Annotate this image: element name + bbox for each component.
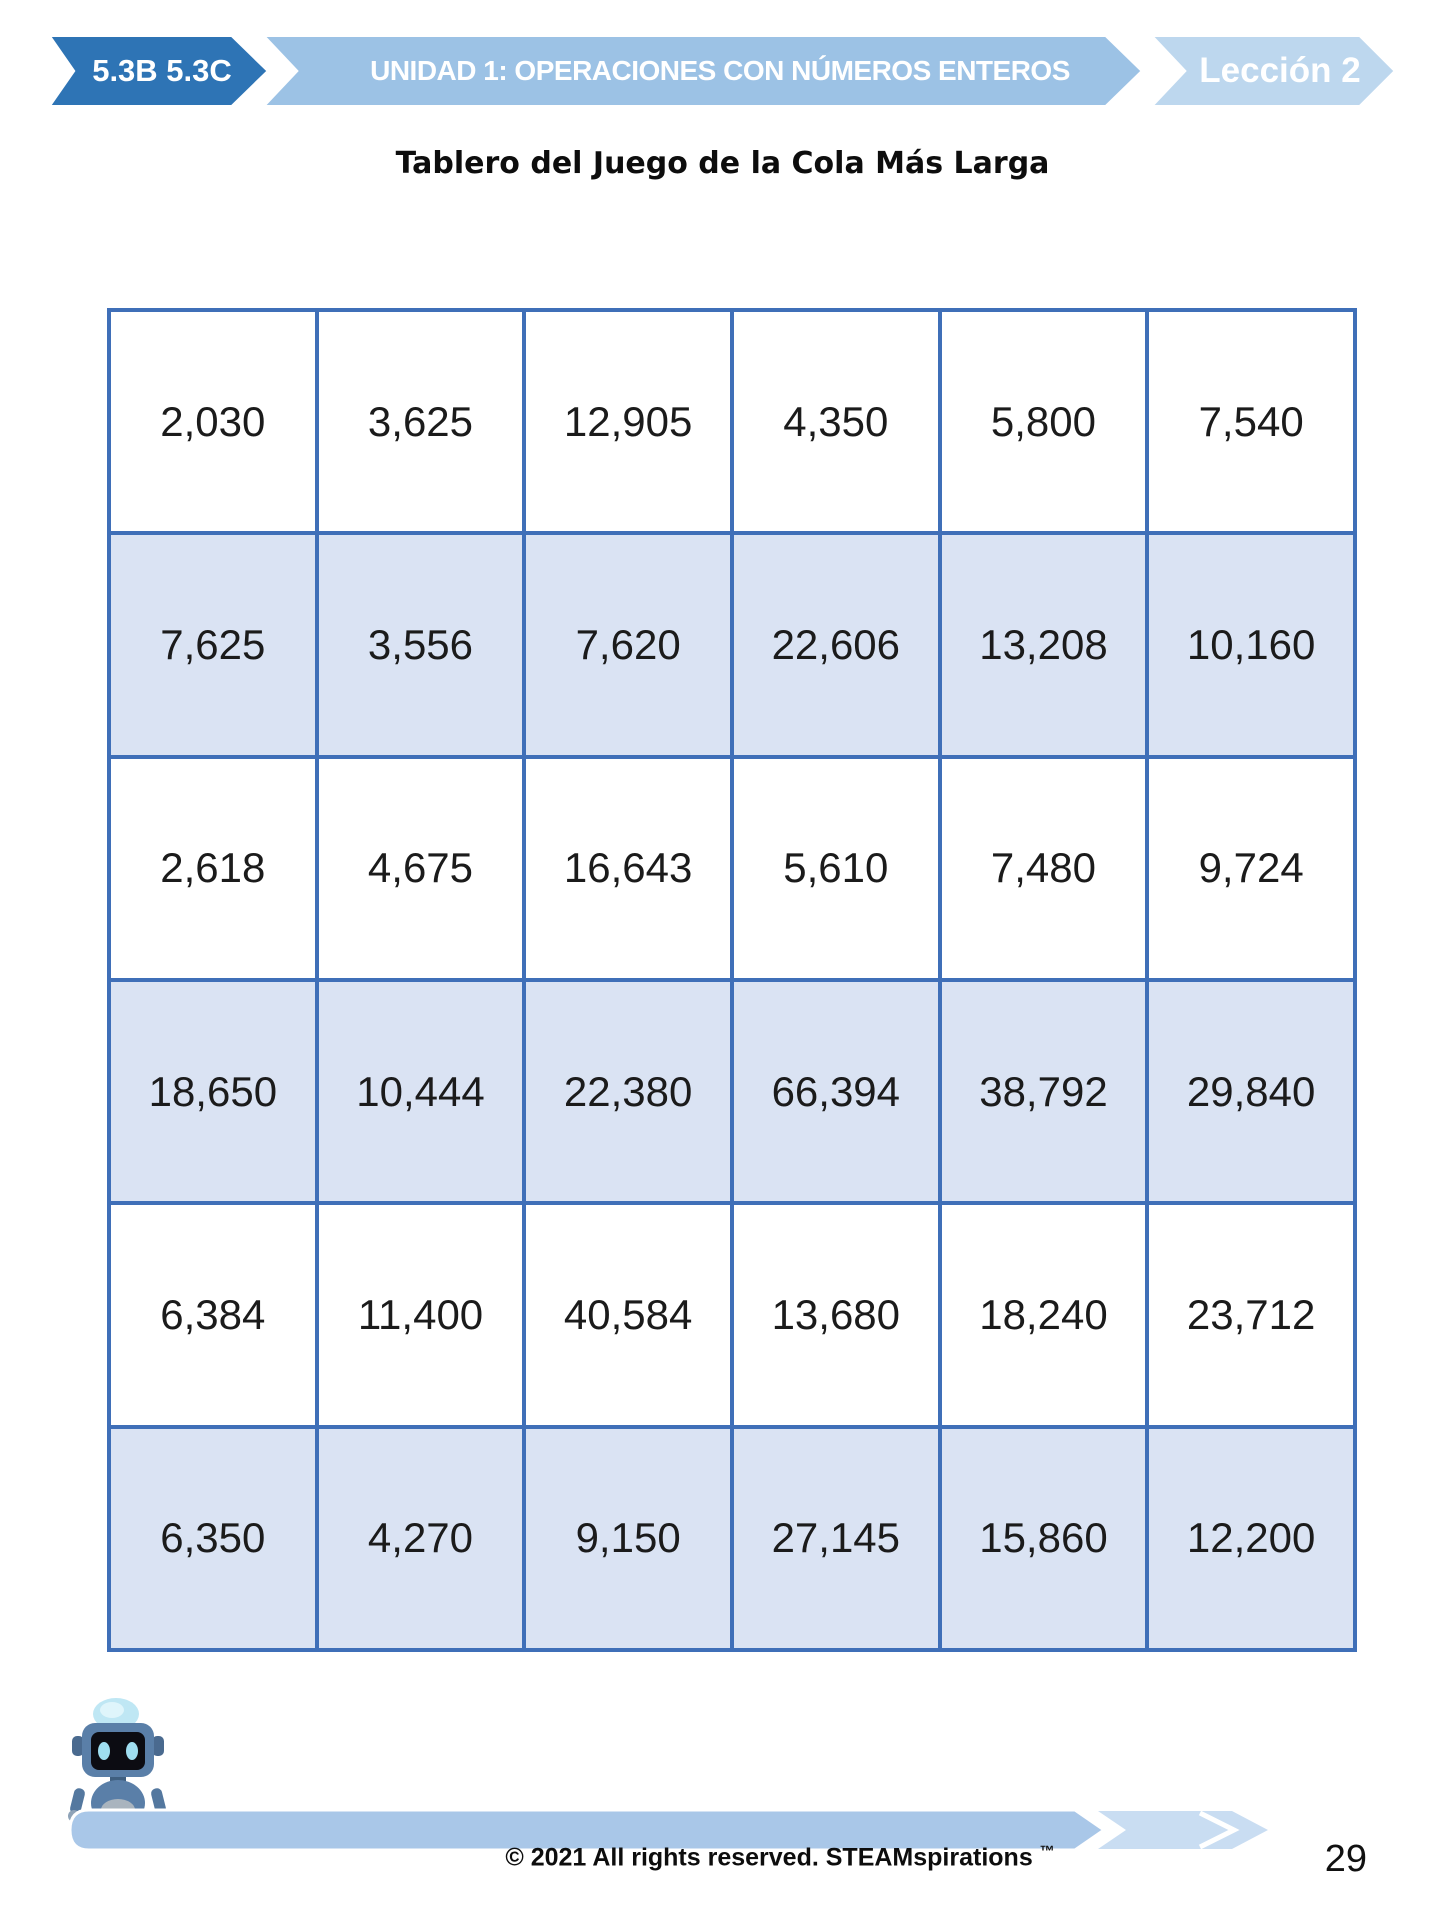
board-cell: 2,618 <box>107 754 319 982</box>
board-cell: 66,394 <box>729 977 942 1206</box>
board-cell: 18,240 <box>937 1201 1150 1429</box>
standards-banner-shape <box>44 33 272 109</box>
board-cell: 9,724 <box>1145 754 1357 982</box>
board-cell: 18,650 <box>107 977 319 1206</box>
board-cell: 7,620 <box>522 531 734 759</box>
board-cell: 5,800 <box>937 307 1150 536</box>
board-cell: 6,350 <box>107 1424 319 1653</box>
board-cell: 40,584 <box>522 1201 734 1429</box>
board-cell: 3,625 <box>314 307 527 536</box>
board-cell: 22,606 <box>729 531 942 759</box>
footer-bar-main-shape <box>68 1808 1107 1852</box>
board-body: 2,030 3,625 12,905 4,350 5,800 7,540 7,625 3,55… <box>107 307 1357 1653</box>
standards-label: 5.3B 5.3C <box>92 53 232 88</box>
page-number: 29 <box>1324 1838 1367 1880</box>
lesson-banner-shape <box>1145 33 1399 109</box>
board-cell: 5,610 <box>729 754 942 982</box>
board-cell: 23,712 <box>1145 1201 1357 1429</box>
board-cell: 11,400 <box>314 1201 527 1429</box>
footer-progress-bar <box>68 1808 1268 1852</box>
board-cell: 4,675 <box>314 754 527 982</box>
unit-label: UNIDAD 1: OPERACIONES CON NÚMEROS ENTERO… <box>370 55 1070 86</box>
board-cell: 10,444 <box>314 977 527 1206</box>
board-cell: 2,030 <box>107 307 319 536</box>
lesson-label: Lección 2 <box>1199 51 1361 90</box>
board-cell: 9,150 <box>522 1424 734 1653</box>
board-row: 7,625 3,556 7,620 22,606 13,208 10,160 <box>107 531 1357 759</box>
board-cell: 38,792 <box>937 977 1150 1206</box>
board-cell: 6,384 <box>107 1201 319 1429</box>
board-row: 6,384 11,400 40,584 13,680 18,240 23,712 <box>107 1201 1357 1429</box>
header-banner <box>44 33 1399 109</box>
board-cell: 12,200 <box>1145 1424 1357 1653</box>
board-cell: 3,556 <box>314 531 527 759</box>
board-cell: 7,540 <box>1145 307 1357 536</box>
board-cell: 16,643 <box>522 754 734 982</box>
board-cell: 10,160 <box>1145 531 1357 759</box>
board-cell: 13,680 <box>729 1201 942 1429</box>
board-cell: 22,380 <box>522 977 734 1206</box>
unit-banner-shape <box>257 33 1146 109</box>
board-table: 2,030 3,625 12,905 4,350 5,800 7,540 7,625 3,55… <box>107 307 1357 1653</box>
robot-mascot-icon <box>68 1698 168 1842</box>
board-cell: 12,905 <box>522 307 734 536</box>
page-title: Tablero del Juego de la Cola Más Larga <box>395 146 1050 181</box>
board-row: 2,618 4,675 16,643 5,610 7,480 9,724 <box>107 754 1357 982</box>
board-cell: 13,208 <box>937 531 1150 759</box>
board-cell: 7,480 <box>937 754 1150 982</box>
copyright-text: © 2021 All rights reserved. STEAMspirati… <box>450 1843 1110 1872</box>
board-cell: 7,625 <box>107 531 319 759</box>
board-cell: 4,270 <box>314 1424 527 1653</box>
trademark-symbol: ™ <box>1039 1843 1055 1860</box>
board-row: 18,650 10,444 22,380 66,394 38,792 29,840 <box>107 977 1357 1206</box>
board-cell: 29,840 <box>1145 977 1357 1206</box>
copyright-main: © 2021 All rights reserved. STEAMspirati… <box>505 1843 1040 1872</box>
board-row: 2,030 3,625 12,905 4,350 5,800 7,540 <box>107 307 1357 536</box>
board-cell: 15,860 <box>937 1424 1150 1653</box>
board-cell: 27,145 <box>729 1424 942 1653</box>
board-cell: 4,350 <box>729 307 942 536</box>
board-row: 6,350 4,270 9,150 27,145 15,860 12,200 <box>107 1424 1357 1653</box>
footer-bar-tip-shape <box>1098 1811 1268 1849</box>
